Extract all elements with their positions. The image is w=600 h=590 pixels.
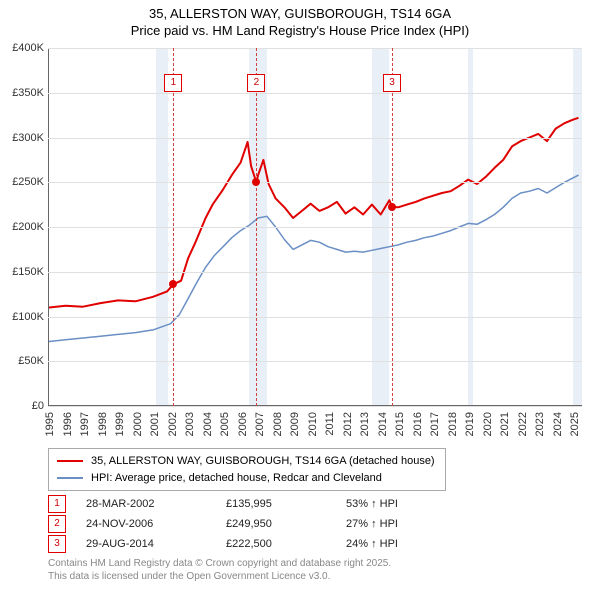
x-axis-label: 2014 [377,412,389,452]
gridline [48,138,582,139]
sale-hpi-delta: 53% ↑ HPI [346,498,446,510]
x-axis-label: 2025 [569,412,581,452]
sale-price: £135,995 [226,498,346,510]
x-axis-label: 1999 [114,412,126,452]
x-axis-label: 2008 [272,412,284,452]
x-axis-label: 2020 [482,412,494,452]
x-axis-label: 2006 [237,412,249,452]
y-axis-label: £50K [18,355,44,367]
sale-marker-line [392,48,393,406]
x-axis-label: 2003 [184,412,196,452]
gridline [48,361,582,362]
x-axis-label: 2019 [464,412,476,452]
gridline [48,48,582,49]
title-line2: Price paid vs. HM Land Registry's House … [0,23,600,40]
legend: 35, ALLERSTON WAY, GUISBOROUGH, TS14 6GA… [48,448,446,491]
x-axis-label: 2010 [307,412,319,452]
attribution: Contains HM Land Registry data © Crown c… [48,558,391,583]
sale-marker-label: 3 [383,74,401,92]
x-axis-label: 2017 [429,412,441,452]
x-axis-label: 2012 [342,412,354,452]
series-property [48,118,579,308]
x-axis-label: 2024 [552,412,564,452]
sale-point-marker [169,280,177,288]
x-axis-label: 2015 [394,412,406,452]
sale-number-badge: 1 [48,495,66,513]
sale-number-badge: 3 [48,535,66,553]
gridline [48,317,582,318]
sale-date: 28-MAR-2002 [86,498,226,510]
gridline [48,406,582,407]
sale-row: 1 28-MAR-2002£135,99553% ↑ HPI [48,494,446,514]
x-axis-label: 2021 [499,412,511,452]
x-axis-label: 2022 [517,412,529,452]
sale-point-marker [388,203,396,211]
sale-price: £249,950 [226,518,346,530]
x-axis-label: 2013 [359,412,371,452]
sale-marker-line [173,48,174,406]
sale-date: 29-AUG-2014 [86,538,226,550]
x-axis-label: 1996 [62,412,74,452]
legend-item: 35, ALLERSTON WAY, GUISBOROUGH, TS14 6GA… [57,453,437,470]
attribution-line1: Contains HM Land Registry data © Crown c… [48,558,391,571]
y-axis-label: £250K [12,176,44,188]
x-axis-label: 2018 [447,412,459,452]
x-axis-label: 1995 [44,412,56,452]
y-axis-label: £200K [12,221,44,233]
x-axis-label: 2016 [412,412,424,452]
sale-point-marker [252,178,260,186]
x-axis-label: 2001 [149,412,161,452]
y-axis-label: £0 [32,400,44,412]
y-axis-label: £100K [12,311,44,323]
x-axis-label: 2023 [534,412,546,452]
y-axis-label: £350K [12,87,44,99]
price-chart: £0£50K£100K£150K£200K£250K£300K£350K£400… [48,48,582,406]
y-axis-label: £150K [12,266,44,278]
sale-marker-line [256,48,257,406]
gridline [48,227,582,228]
legend-swatch [57,477,83,479]
gridline [48,182,582,183]
x-axis-label: 2005 [219,412,231,452]
title-line1: 35, ALLERSTON WAY, GUISBOROUGH, TS14 6GA [0,6,600,23]
sale-number-badge: 2 [48,515,66,533]
sale-row: 3 29-AUG-2014£222,50024% ↑ HPI [48,534,446,554]
sales-table: 1 28-MAR-2002£135,99553% ↑ HPI 2 24-NOV-200… [48,494,446,554]
legend-swatch [57,460,83,462]
legend-item: HPI: Average price, detached house, Redc… [57,470,437,487]
chart-title: 35, ALLERSTON WAY, GUISBOROUGH, TS14 6GA… [0,0,600,40]
x-axis-label: 2004 [202,412,214,452]
x-axis-label: 2002 [167,412,179,452]
sale-marker-label: 2 [247,74,265,92]
sale-date: 24-NOV-2006 [86,518,226,530]
gridline [48,272,582,273]
attribution-line2: This data is licensed under the Open Gov… [48,571,391,584]
x-axis-label: 2007 [254,412,266,452]
x-axis-label: 2011 [324,412,336,452]
y-axis-label: £300K [12,132,44,144]
sale-row: 2 24-NOV-2006£249,95027% ↑ HPI [48,514,446,534]
x-axis-label: 1998 [97,412,109,452]
sale-marker-label: 1 [164,74,182,92]
y-axis-label: £400K [12,42,44,54]
sale-hpi-delta: 24% ↑ HPI [346,538,446,550]
legend-label: 35, ALLERSTON WAY, GUISBOROUGH, TS14 6GA… [91,453,435,470]
legend-label: HPI: Average price, detached house, Redc… [91,470,382,487]
sale-price: £222,500 [226,538,346,550]
x-axis-label: 2000 [132,412,144,452]
x-axis-label: 2009 [289,412,301,452]
gridline [48,93,582,94]
x-axis-label: 1997 [79,412,91,452]
sale-hpi-delta: 27% ↑ HPI [346,518,446,530]
